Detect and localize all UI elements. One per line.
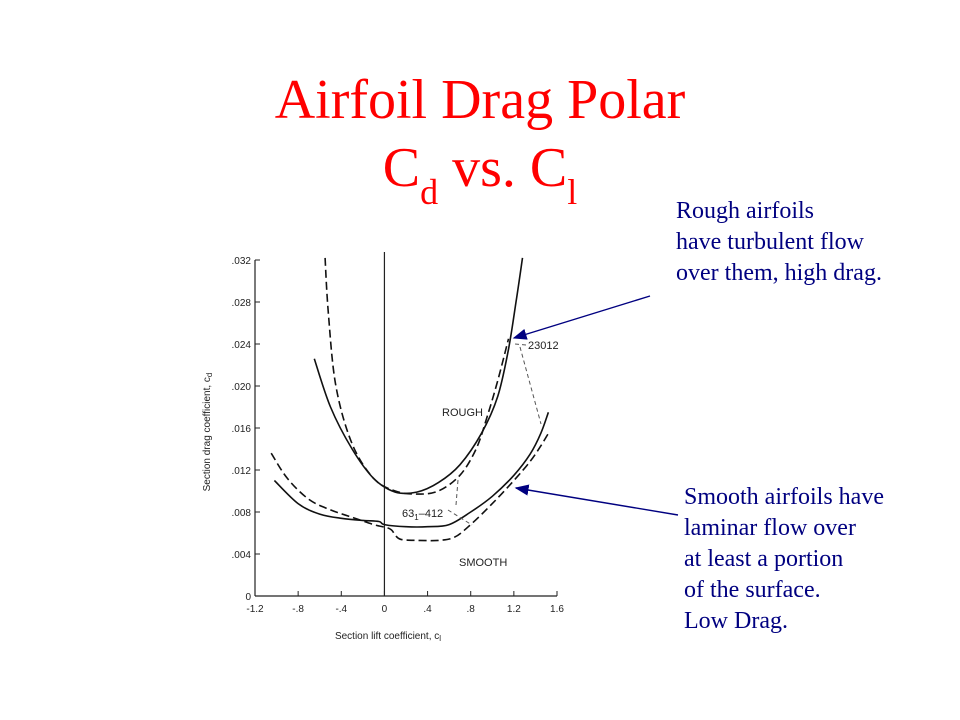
x-tick-label: 0 — [382, 604, 388, 615]
leader-23012-b — [519, 346, 542, 425]
rough-arrow — [512, 295, 651, 340]
x-tick-label: 1.6 — [550, 604, 564, 615]
vs-cl-symbol: vs. C — [438, 137, 568, 199]
series-line-63-412-rough — [324, 257, 510, 495]
leader-63412-b — [447, 509, 473, 526]
rough-note-line: over them, high drag. — [676, 260, 882, 286]
airfoil-63-412-label: 631–412 — [402, 508, 443, 522]
series-line-63-412-smooth — [270, 432, 550, 542]
y-tick-label: 0 — [245, 592, 251, 603]
chart-title: Airfoil Drag Polar — [274, 69, 686, 131]
rough-note: Rough airfoils have turbulent flow over … — [676, 196, 882, 289]
airfoil-23012-label: 23012 — [528, 340, 559, 352]
x-tick-label: .4 — [423, 604, 432, 615]
smooth-label: SMOOTH — [459, 557, 507, 569]
x-tick-label: -.8 — [292, 604, 304, 615]
x-axis-label: Section lift coefficient, cl — [335, 631, 441, 643]
cd-subscript: d — [420, 172, 439, 212]
rough-note-line: Rough airfoils — [676, 198, 814, 224]
smooth-note-line: of the surface. — [684, 577, 821, 603]
smooth-note-line: Smooth airfoils have — [684, 484, 884, 510]
y-tick-label: .020 — [232, 382, 252, 393]
leader-63412-a — [455, 479, 459, 506]
y-tick-label: .024 — [232, 340, 252, 351]
smooth-arrow — [514, 484, 679, 516]
y-tick-label: .012 — [232, 466, 252, 477]
y-tick-label: .008 — [232, 508, 252, 519]
y-tick-label: .004 — [232, 550, 252, 561]
cd-symbol: C — [382, 137, 421, 199]
smooth-note: Smooth airfoils have laminar flow over a… — [684, 482, 884, 637]
y-tick-label: .032 — [232, 256, 252, 267]
y-tick-label: .028 — [232, 298, 252, 309]
x-tick-label: -.4 — [335, 604, 347, 615]
smooth-note-line: laminar flow over — [684, 515, 856, 541]
rough-note-line: have turbulent flow — [676, 229, 864, 255]
chart-subtitle: Cd vs. Cl — [0, 137, 960, 210]
y-tick-label: .016 — [232, 424, 252, 435]
series-line-23012-rough — [313, 257, 524, 495]
rough-label: ROUGH — [442, 407, 483, 419]
y-axis-label: Section drag coefficient, cd — [202, 373, 214, 492]
x-tick-label: 1.2 — [507, 604, 521, 615]
x-tick-label: .8 — [467, 604, 476, 615]
leader-23012-a — [514, 343, 527, 346]
smooth-note-line: Low Drag. — [684, 608, 788, 634]
cl-subscript: l — [567, 172, 578, 212]
series-line-23012-smooth — [273, 412, 550, 528]
smooth-note-line: at least a portion — [684, 546, 844, 572]
x-tick-label: -1.2 — [246, 604, 264, 615]
